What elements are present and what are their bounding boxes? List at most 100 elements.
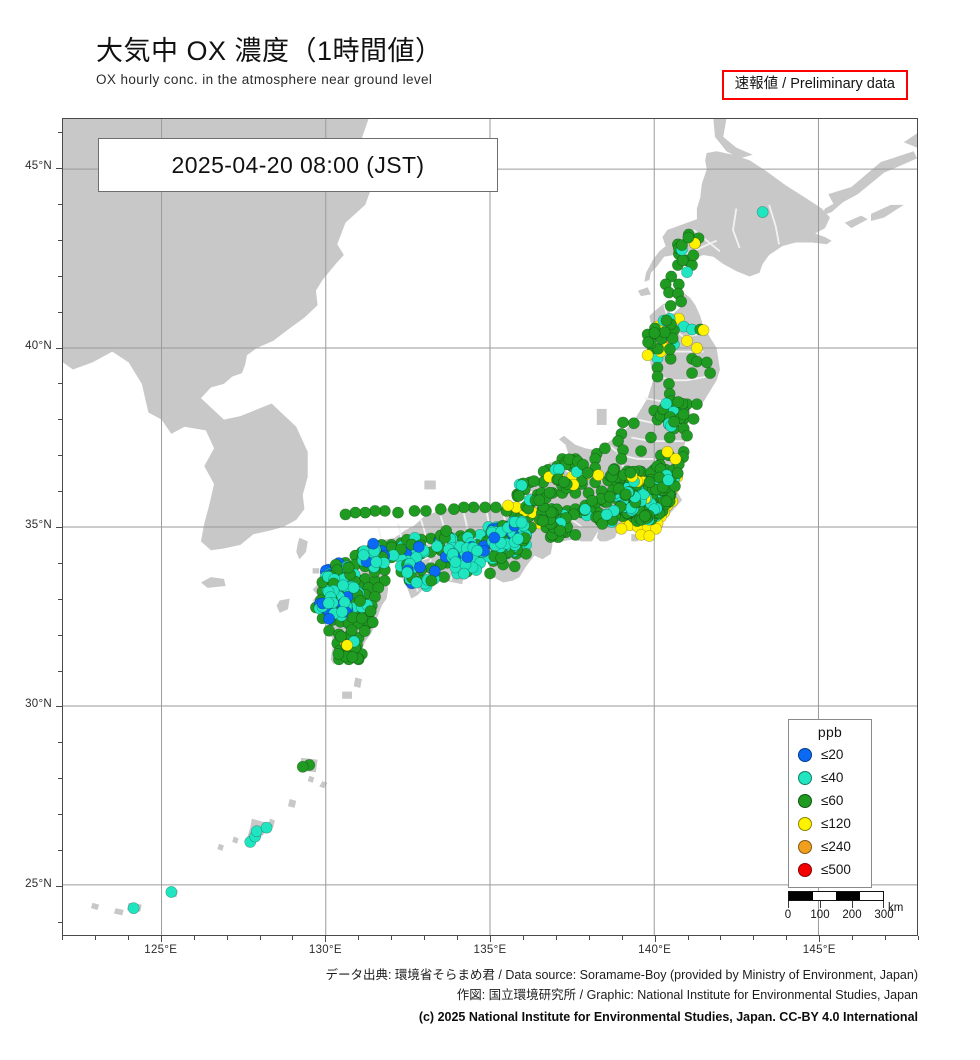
y-axis-minor-tick [58, 921, 62, 923]
x-axis-tick [160, 936, 162, 942]
observation-point [479, 501, 491, 514]
observation-point [484, 567, 496, 580]
observation-point [666, 332, 679, 345]
observation-point [704, 367, 716, 379]
observation-point [661, 445, 674, 458]
observation-point [346, 651, 359, 663]
legend-row: ≤500 [789, 858, 871, 881]
scale-bar-tick [820, 901, 821, 908]
ryukyu-island-10 [113, 908, 124, 916]
observation-point [691, 398, 703, 411]
observation-point [296, 760, 309, 773]
timestamp-text: 2025-04-20 08:00 (JST) [171, 151, 425, 178]
x-axis-tick [325, 936, 327, 942]
y-axis-minor-tick [58, 742, 62, 744]
y-axis-label: 40°N [25, 339, 52, 352]
observation-point [337, 579, 349, 592]
observation-point [440, 525, 453, 537]
x-axis-minor-tick [358, 936, 360, 940]
observation-point [434, 503, 447, 516]
observation-point [370, 556, 383, 568]
observation-point [364, 605, 377, 617]
legend-label: ≤240 [821, 839, 851, 854]
observation-point [663, 431, 676, 444]
x-axis-label: 135°E [473, 944, 507, 956]
legend-row: ≤240 [789, 835, 871, 858]
observation-point [691, 342, 703, 354]
tsushima [296, 537, 308, 560]
asian-continent [63, 119, 372, 551]
kuril-island-1 [871, 204, 904, 222]
observation-point [488, 531, 501, 544]
observation-point [648, 327, 661, 339]
scale-bar-segment [789, 892, 813, 900]
y-axis-minor-tick [58, 814, 62, 816]
prefecture-border-5 [631, 436, 684, 443]
legend-swatch-icon [798, 793, 812, 808]
observation-point [394, 543, 407, 556]
observation-point [332, 648, 345, 660]
legend-swatch-icon [798, 770, 812, 785]
x-axis-tick [654, 936, 656, 942]
sado [596, 408, 607, 425]
observation-point [354, 595, 366, 607]
observation-point [349, 506, 362, 519]
y-axis-tick [56, 347, 62, 349]
observation-point [367, 537, 380, 550]
observation-point [663, 343, 676, 356]
observation-point [543, 486, 556, 499]
observation-point [615, 522, 628, 535]
y-axis-tick [56, 885, 62, 887]
observation-point [401, 566, 414, 579]
legend-label: ≤20 [821, 747, 844, 762]
y-axis-minor-tick [58, 849, 62, 851]
observation-point [165, 886, 178, 898]
observation-point [600, 508, 613, 521]
x-axis-minor-tick [555, 936, 557, 940]
ryukyu-island-6 [232, 836, 239, 844]
legend-swatch-icon [798, 816, 812, 831]
ryukyu-island-11 [90, 902, 100, 910]
observation-point [408, 505, 421, 517]
observation-point [322, 597, 335, 610]
observation-point [681, 334, 693, 347]
observation-point [553, 463, 565, 476]
observation-point [515, 479, 528, 492]
footer-copyright: (c) 2025 National Institute for Environm… [418, 1009, 918, 1024]
observation-point [641, 349, 654, 362]
observation-point [660, 314, 673, 327]
x-axis-minor-tick [720, 936, 722, 940]
sakhalin-south [713, 119, 753, 159]
yakushima [342, 691, 353, 699]
legend-rows: ≤20 ≤40 ≤60 ≤120 ≤240 ≤500 [789, 743, 871, 881]
observation-point [533, 494, 546, 507]
observation-point [676, 254, 689, 267]
observation-point [681, 429, 693, 442]
observation-point [676, 239, 688, 251]
observation-point [457, 501, 470, 514]
observation-point [671, 467, 684, 480]
goto [276, 598, 290, 613]
legend-swatch-icon [798, 862, 812, 877]
observation-point [664, 299, 677, 312]
legend-box: ppb ≤20 ≤40 ≤60 ≤120 ≤240 ≤500 [788, 719, 872, 888]
observation-point [323, 612, 335, 625]
x-axis-minor-tick [62, 936, 63, 940]
observation-point [512, 533, 524, 545]
legend-swatch-icon [798, 747, 812, 762]
observation-point [607, 463, 620, 476]
prefecture-border-layer [325, 204, 780, 646]
kuril-island-3 [903, 133, 917, 148]
observation-point [687, 413, 700, 425]
observation-point [658, 326, 671, 339]
scale-bar-labels: 0 100 200 300 [785, 909, 894, 923]
map-canvas [63, 119, 917, 935]
observation-point [520, 547, 533, 560]
observation-point [686, 367, 698, 379]
observation-point [697, 324, 710, 337]
observation-point [528, 475, 540, 487]
prefecture-border-6 [607, 444, 655, 460]
scale-bar-tick [788, 901, 789, 908]
observation-point [471, 544, 484, 557]
observation-point [581, 467, 594, 479]
